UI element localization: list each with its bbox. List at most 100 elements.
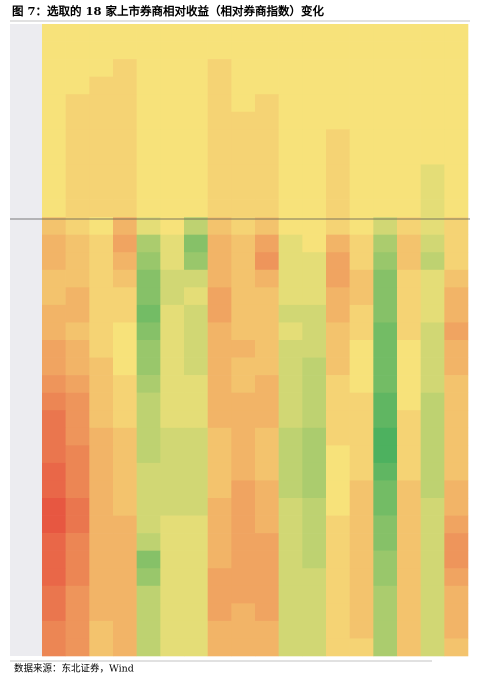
heatmap-cell bbox=[231, 59, 256, 77]
heatmap-cell bbox=[207, 427, 232, 446]
heatmap-cell bbox=[89, 375, 114, 393]
heatmap-cell bbox=[444, 603, 469, 622]
heatmap-cell bbox=[349, 410, 374, 429]
heatmap-cell bbox=[444, 480, 469, 499]
heatmap-cell bbox=[160, 550, 185, 569]
heatmap-cell bbox=[231, 111, 256, 130]
heatmap-cell bbox=[373, 94, 398, 113]
heatmap-cell bbox=[231, 357, 256, 376]
heatmap-cell bbox=[420, 76, 445, 95]
heatmap-cell bbox=[326, 269, 350, 288]
heatmap-cell bbox=[207, 585, 232, 604]
heatmap-cell bbox=[302, 41, 327, 60]
heatmap-cell bbox=[207, 217, 232, 235]
heatmap-cell bbox=[326, 304, 350, 323]
heatmap-cell bbox=[65, 357, 90, 376]
heatmap-cell bbox=[302, 480, 327, 499]
heatmap-cell bbox=[160, 129, 185, 148]
heatmap-cell bbox=[420, 410, 445, 429]
heatmap-cell bbox=[184, 111, 208, 130]
heatmap-cell bbox=[349, 585, 374, 604]
heatmap-cell bbox=[65, 164, 90, 183]
heatmap-cell bbox=[65, 585, 90, 604]
heatmap-cell bbox=[373, 445, 398, 464]
heatmap-cell bbox=[420, 322, 445, 341]
heatmap-cell bbox=[113, 533, 137, 551]
heatmap-cell bbox=[65, 322, 90, 341]
heatmap-cell bbox=[184, 59, 208, 77]
heatmap-cell bbox=[207, 480, 232, 499]
heatmap-cell bbox=[113, 304, 137, 323]
heatmap-cell bbox=[420, 533, 445, 551]
heatmap-cell bbox=[397, 146, 421, 165]
heatmap-cell bbox=[255, 76, 279, 95]
heatmap-cell bbox=[302, 427, 327, 446]
heatmap-cell bbox=[231, 603, 256, 622]
heatmap-cell bbox=[113, 76, 137, 95]
heatmap-cell bbox=[278, 199, 303, 218]
heatmap-cell bbox=[89, 234, 114, 253]
heatmap-cell bbox=[113, 269, 137, 288]
heatmap-cell bbox=[420, 269, 445, 288]
heatmap-cell bbox=[113, 182, 137, 200]
heatmap-cell bbox=[65, 462, 90, 481]
heatmap-cell bbox=[420, 498, 445, 516]
heatmap-cell bbox=[136, 322, 161, 341]
heatmap-cell bbox=[184, 24, 208, 42]
heatmap-cell bbox=[207, 462, 232, 481]
heatmap-cell bbox=[65, 515, 90, 534]
heatmap-cell bbox=[42, 129, 66, 148]
heatmap-cell bbox=[231, 410, 256, 429]
heatmap-cell bbox=[207, 375, 232, 393]
heatmap-cell bbox=[349, 304, 374, 323]
heatmap-cell bbox=[397, 375, 421, 393]
heatmap-cell bbox=[160, 59, 185, 77]
heatmap-cell bbox=[373, 164, 398, 183]
heatmap-cell bbox=[373, 375, 398, 393]
heatmap-cell bbox=[444, 304, 469, 323]
heatmap-cell bbox=[302, 410, 327, 429]
heatmap-cell bbox=[302, 357, 327, 376]
heatmap-cell bbox=[397, 129, 421, 148]
heatmap-cell bbox=[397, 445, 421, 464]
heatmap-cell bbox=[278, 304, 303, 323]
heatmap-cell bbox=[255, 375, 279, 393]
heatmap-cell bbox=[255, 199, 279, 218]
heatmap-cell bbox=[184, 568, 208, 587]
heatmap-cell bbox=[65, 480, 90, 499]
heatmap-cell bbox=[373, 41, 398, 60]
heatmap-cell bbox=[160, 322, 185, 341]
heatmap-cell bbox=[136, 24, 161, 42]
heatmap-cell bbox=[160, 287, 185, 306]
heatmap-cell bbox=[255, 164, 279, 183]
heatmap-cell bbox=[65, 252, 90, 271]
heatmap-cell bbox=[444, 585, 469, 604]
heatmap-cell bbox=[65, 41, 90, 60]
heatmap-cell bbox=[136, 287, 161, 306]
heatmap-cell bbox=[444, 550, 469, 569]
heatmap-cell bbox=[444, 375, 469, 393]
heatmap-cell bbox=[420, 182, 445, 200]
heatmap-cell bbox=[278, 585, 303, 604]
heatmap-cell bbox=[255, 59, 279, 77]
heatmap-cell bbox=[160, 410, 185, 429]
heatmap-cell bbox=[65, 340, 90, 358]
heatmap-cell bbox=[420, 568, 445, 587]
heatmap-cell bbox=[420, 603, 445, 622]
heatmap-cell bbox=[420, 340, 445, 358]
heatmap-cell bbox=[89, 76, 114, 95]
heatmap-cell bbox=[373, 638, 398, 657]
heatmap-cell bbox=[113, 603, 137, 622]
chart-title: 图 7：选取的 18 家上市券商相对收益（相对券商指数）变化 bbox=[12, 4, 325, 18]
heatmap-cell bbox=[420, 375, 445, 393]
heatmap-cell bbox=[278, 480, 303, 499]
heatmap-cell bbox=[160, 146, 185, 165]
heatmap-cell bbox=[42, 392, 66, 411]
heatmap-cell bbox=[160, 234, 185, 253]
heatmap-cell bbox=[160, 620, 185, 639]
heatmap-cell bbox=[326, 59, 350, 77]
heatmap-cell bbox=[65, 129, 90, 148]
heatmap-cell bbox=[65, 498, 90, 516]
source-note: 数据来源：东北证券，Wind bbox=[14, 663, 134, 675]
heatmap-cell bbox=[42, 585, 66, 604]
